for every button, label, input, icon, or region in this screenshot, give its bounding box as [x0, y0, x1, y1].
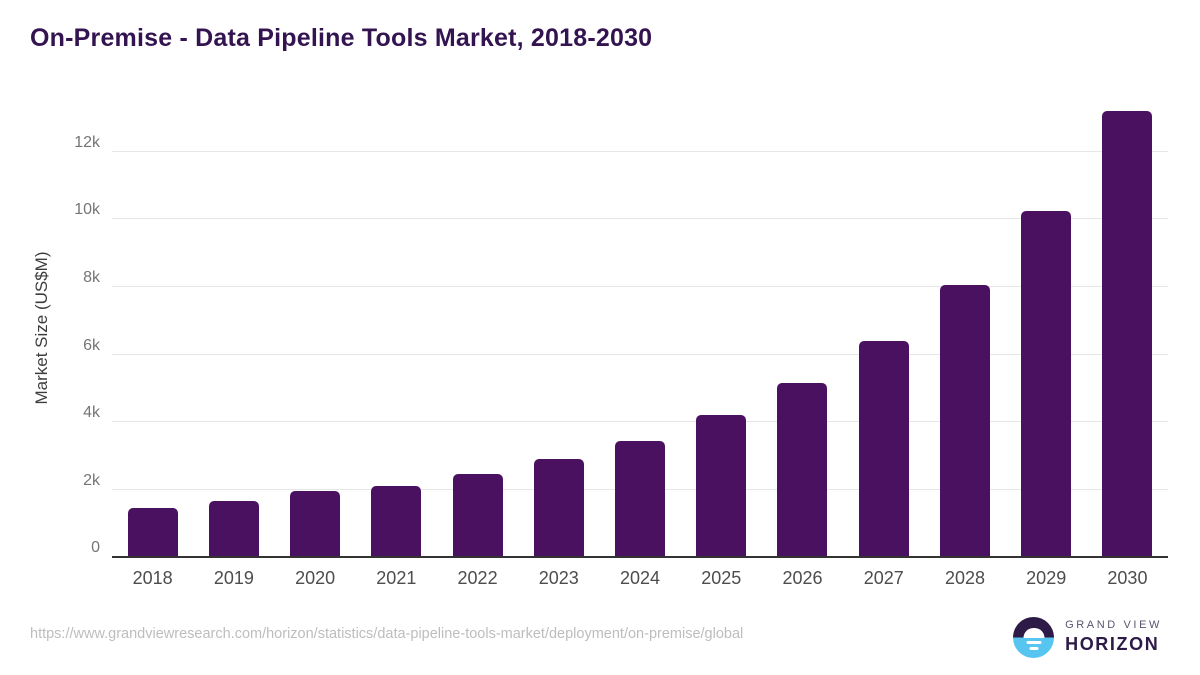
x-axis-tick-labels: 2018 2019 2020 2021 2022 2023 2024 2025 2026 2027… [112, 568, 1168, 589]
bar-slot-2029 [1006, 100, 1087, 557]
source-url: https://www.grandviewresearch.com/horizo… [30, 626, 744, 642]
gridline-8k [112, 286, 1168, 287]
gridline-6k [112, 353, 1168, 355]
plot-area [112, 100, 1168, 558]
bar-slot-2022 [437, 100, 518, 557]
bar-2024 [615, 440, 666, 557]
bar-slot-2028 [924, 100, 1005, 557]
logo-text: GRAND VIEW HORIZON [1065, 619, 1162, 655]
bar-2019 [208, 501, 259, 557]
x-tick-label-2020: 2020 [295, 568, 336, 588]
logo-brand-name: GRAND VIEW [1065, 619, 1162, 632]
x-tick-label-2024: 2024 [620, 568, 661, 588]
x-tick-label-2025: 2025 [701, 568, 742, 588]
x-tick-label-2023: 2023 [538, 568, 579, 588]
y-tick-label-6k: 6k [83, 336, 100, 354]
grand-view-horizon-logo: GRAND VIEW HORIZON [1013, 617, 1162, 658]
x-tick-label-2021: 2021 [376, 568, 417, 588]
bar-2021 [371, 486, 422, 557]
bar-2023 [533, 459, 584, 557]
bar-slot-2021 [356, 100, 437, 557]
horizon-sun-icon [1013, 617, 1055, 658]
bar-slot-2020 [274, 100, 355, 557]
bar-slot-2030 [1087, 100, 1168, 557]
x-tick-label-2026: 2026 [782, 568, 823, 588]
bar-2028 [939, 285, 990, 557]
y-tick-label-2k: 2k [83, 471, 100, 489]
bar-2029 [1021, 211, 1072, 557]
logo-product-name: HORIZON [1065, 634, 1160, 655]
bar-slot-2024 [599, 100, 680, 557]
bar-2030 [1102, 111, 1153, 557]
bars-container [112, 100, 1168, 557]
sun-reflection-line [1026, 641, 1042, 644]
bar-slot-2018 [112, 100, 193, 557]
bar-slot-2023 [518, 100, 599, 557]
x-tick-label-2029: 2029 [1026, 568, 1067, 588]
bar-slot-2026 [762, 100, 843, 557]
x-tick-label-2027: 2027 [863, 568, 904, 588]
gridline-4k [112, 421, 1168, 422]
sun-reflection-line [1029, 647, 1039, 650]
bar-2022 [452, 474, 503, 557]
bar-2026 [777, 383, 828, 557]
x-tick-label-2030: 2030 [1107, 568, 1148, 588]
bar-slot-2025 [681, 100, 762, 557]
bar-2018 [127, 508, 178, 557]
bar-slot-2027 [843, 100, 924, 557]
x-tick-label-2019: 2019 [213, 568, 254, 588]
sun-dome-shape [1023, 627, 1045, 638]
y-tick-label-10k: 10k [74, 201, 100, 219]
gridline-12k [112, 150, 1168, 152]
gridline-10k [112, 218, 1168, 220]
y-tick-label-8k: 8k [83, 269, 100, 286]
y-tick-label-0: 0 [91, 539, 100, 556]
bar-2020 [290, 491, 341, 557]
x-tick-label-2022: 2022 [457, 568, 498, 588]
bar-2025 [696, 415, 747, 557]
bar-slot-2019 [193, 100, 274, 557]
chart-title: On-Premise - Data Pipeline Tools Market,… [30, 24, 653, 52]
y-tick-label-12k: 12k [74, 133, 100, 151]
bar-2027 [858, 341, 909, 557]
y-tick-label-4k: 4k [83, 404, 100, 421]
x-tick-label-2018: 2018 [132, 568, 173, 588]
x-tick-label-2028: 2028 [944, 568, 985, 588]
y-axis-tick-labels: 0 2k 4k 6k 8k 10k 12k [0, 100, 100, 557]
x-axis-line [112, 556, 1168, 558]
